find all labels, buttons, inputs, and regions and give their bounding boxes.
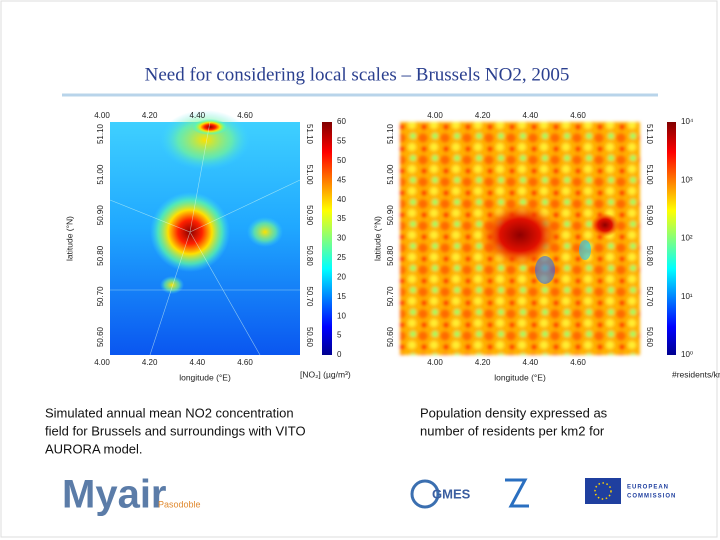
colorbar-tick-label: 45	[337, 175, 346, 184]
gmes-logo: GMES	[432, 486, 471, 501]
y-tick-label: 50.90	[96, 205, 105, 226]
y-tick-label: 50.60	[645, 327, 654, 348]
y-tick-label: 51.00	[645, 165, 654, 186]
y-tick-label: 50.60	[96, 326, 105, 347]
colorbar-tick-label: 60	[337, 117, 346, 126]
x-tick-label: 4.60	[570, 111, 586, 120]
colorbar-tick-label: 35	[337, 214, 346, 223]
y-axis-label: latitude (°N)	[64, 216, 74, 261]
y-tick-label: 50.80	[305, 246, 314, 267]
x-tick-label: 4.60	[237, 358, 253, 367]
y-tick-label: 50.80	[386, 245, 395, 266]
population-colorbar	[667, 122, 676, 355]
y-tick-label: 51.00	[305, 165, 314, 186]
y-tick-label: 50.90	[645, 205, 654, 226]
caption-line: Population density expressed as	[420, 405, 608, 420]
colorbar-tick-label: 25	[337, 253, 346, 262]
y-tick-label: 51.10	[96, 123, 105, 144]
colorbar-tick-label: 5	[337, 331, 342, 340]
x-tick-label: 4.20	[475, 111, 491, 120]
y-tick-label: 50.70	[645, 286, 654, 307]
colorbar-tick-label: 30	[337, 234, 346, 243]
colorbar-tick-label: 0	[337, 350, 342, 359]
x-tick-label: 4.00	[94, 358, 110, 367]
y-tick-label: 50.70	[96, 286, 105, 307]
colorbar-label: [NO₂] (µg/m³)	[300, 369, 351, 379]
colorbar-tick-label: 10¹	[681, 292, 693, 301]
colorbar-tick-label: 20	[337, 272, 346, 281]
y-tick-label: 50.80	[645, 246, 654, 267]
x-tick-label: 4.20	[475, 358, 491, 367]
caption-line: field for Brussels and surroundings with…	[45, 423, 306, 438]
colorbar-tick-label: 10⁴	[681, 117, 694, 126]
gmes-ring	[410, 479, 440, 509]
y-tick-label: 50.90	[386, 205, 395, 226]
y-tick-label: 51.10	[305, 124, 314, 145]
fp7-logo	[505, 478, 529, 508]
y-tick-label: 50.60	[386, 326, 395, 347]
caption-line: number of residents per km2 for	[420, 423, 605, 438]
y-tick-label: 50.70	[386, 286, 395, 307]
caption-line: AURORA model.	[45, 441, 143, 456]
colorbar-tick-label: 15	[337, 292, 346, 301]
colorbar-tick-label: 10	[337, 311, 346, 320]
eu-stars	[594, 482, 612, 500]
pasodoble-logo: Pasodoble	[158, 499, 201, 509]
x-tick-label: 4.00	[427, 358, 443, 367]
x-tick-label: 4.00	[427, 111, 443, 120]
ec-text: EUROPEAN	[627, 485, 669, 491]
x-tick-label: 4.40	[523, 358, 539, 367]
x-tick-label: 4.60	[570, 358, 586, 367]
y-tick-label: 51.00	[96, 164, 105, 185]
eu-flag	[585, 478, 621, 504]
colorbar-tick-label: 50	[337, 156, 346, 165]
y-tick-label: 50.70	[305, 286, 314, 307]
x-tick-label: 4.60	[237, 111, 253, 120]
y-tick-label: 50.80	[96, 245, 105, 266]
colorbar-tick-label: 10⁰	[681, 350, 693, 359]
no2-map	[109, 110, 301, 356]
myair-logo: Myair	[62, 473, 167, 517]
x-axis-label: longitude (°E)	[179, 372, 231, 382]
y-axis-label: latitude (°N)	[372, 216, 382, 261]
x-tick-label: 4.00	[94, 111, 110, 120]
x-axis-label: longitude (°E)	[494, 372, 546, 382]
slide-title: Need for considering local scales – Brus…	[145, 64, 570, 85]
colorbar-label: #residents/km²	[672, 369, 720, 379]
population-map	[400, 122, 640, 355]
colorbar-tick-label: 55	[337, 137, 346, 146]
x-tick-label: 4.20	[142, 111, 158, 120]
ec-text: COMMISSION	[627, 494, 676, 500]
x-tick-label: 4.40	[523, 111, 539, 120]
no2-colorbar	[322, 122, 332, 355]
x-tick-label: 4.40	[190, 111, 206, 120]
y-tick-label: 51.00	[386, 164, 395, 185]
y-tick-label: 50.90	[305, 205, 314, 226]
y-tick-label: 51.10	[645, 124, 654, 145]
colorbar-tick-label: 10³	[681, 175, 693, 184]
x-tick-label: 4.20	[142, 358, 158, 367]
caption-line: Simulated annual mean NO2 concentration	[45, 405, 294, 420]
colorbar-tick-label: 40	[337, 195, 346, 204]
y-tick-label: 50.60	[305, 327, 314, 348]
x-tick-label: 4.40	[190, 358, 206, 367]
y-tick-label: 51.10	[386, 123, 395, 144]
colorbar-tick-label: 10²	[681, 234, 693, 243]
